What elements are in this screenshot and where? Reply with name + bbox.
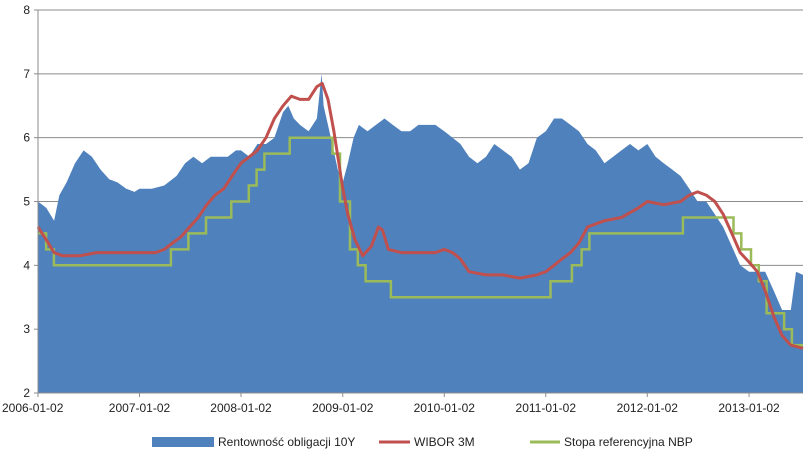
x-tick-label: 2013-01-02 [718,401,780,415]
bond-yield-area-layer [38,73,803,394]
series-area-bond-yield [38,73,803,394]
legend-swatch-bond-yield [152,437,214,447]
x-tick-label: 2010-01-02 [414,401,476,415]
y-tick-label: 7 [23,67,30,81]
y-tick-labels: 2 3 4 5 6 7 8 [23,3,30,400]
series-line-wibor [36,81,804,350]
legend-label-bond-yield: Rentowność obligacji 10Y [218,435,355,449]
x-tick-label: 2009-01-02 [312,401,374,415]
x-tick-label: 2011-01-02 [516,401,577,415]
legend-label-ref-rate: Stopa referencyjna NBP [564,435,693,449]
x-tick-label: 2008-01-02 [210,401,272,415]
y-tick-label: 6 [23,131,30,145]
y-tick-label: 2 [23,386,30,400]
x-tick-label: 2006-01-02 [2,401,64,415]
legend: Rentowność obligacji 10Y WIBOR 3M Stopa … [152,435,693,449]
x-tick-label: 2007-01-02 [109,401,171,415]
y-tick-label: 4 [23,258,30,272]
y-tick-label: 5 [23,195,30,209]
rate-lines-layer [36,81,804,350]
x-tick-label: 2012-01-02 [617,401,679,415]
x-tick-labels: 2006-01-02 2007-01-02 2008-01-02 2009-01-02… [2,401,780,415]
series-line-ref-rate [38,136,803,347]
legend-label-wibor: WIBOR 3M [414,435,475,449]
axes [34,9,803,397]
y-tick-label: 8 [23,3,30,17]
y-tick-label: 3 [23,322,30,336]
